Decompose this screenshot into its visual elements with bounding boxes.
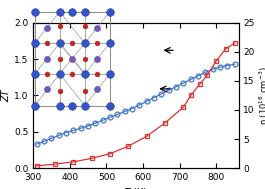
Y-axis label: ZT: ZT [1, 89, 11, 102]
Y-axis label: n (10$^{18}$ cm$^{-3}$): n (10$^{18}$ cm$^{-3}$) [258, 66, 265, 125]
X-axis label: T (K): T (K) [124, 188, 147, 189]
